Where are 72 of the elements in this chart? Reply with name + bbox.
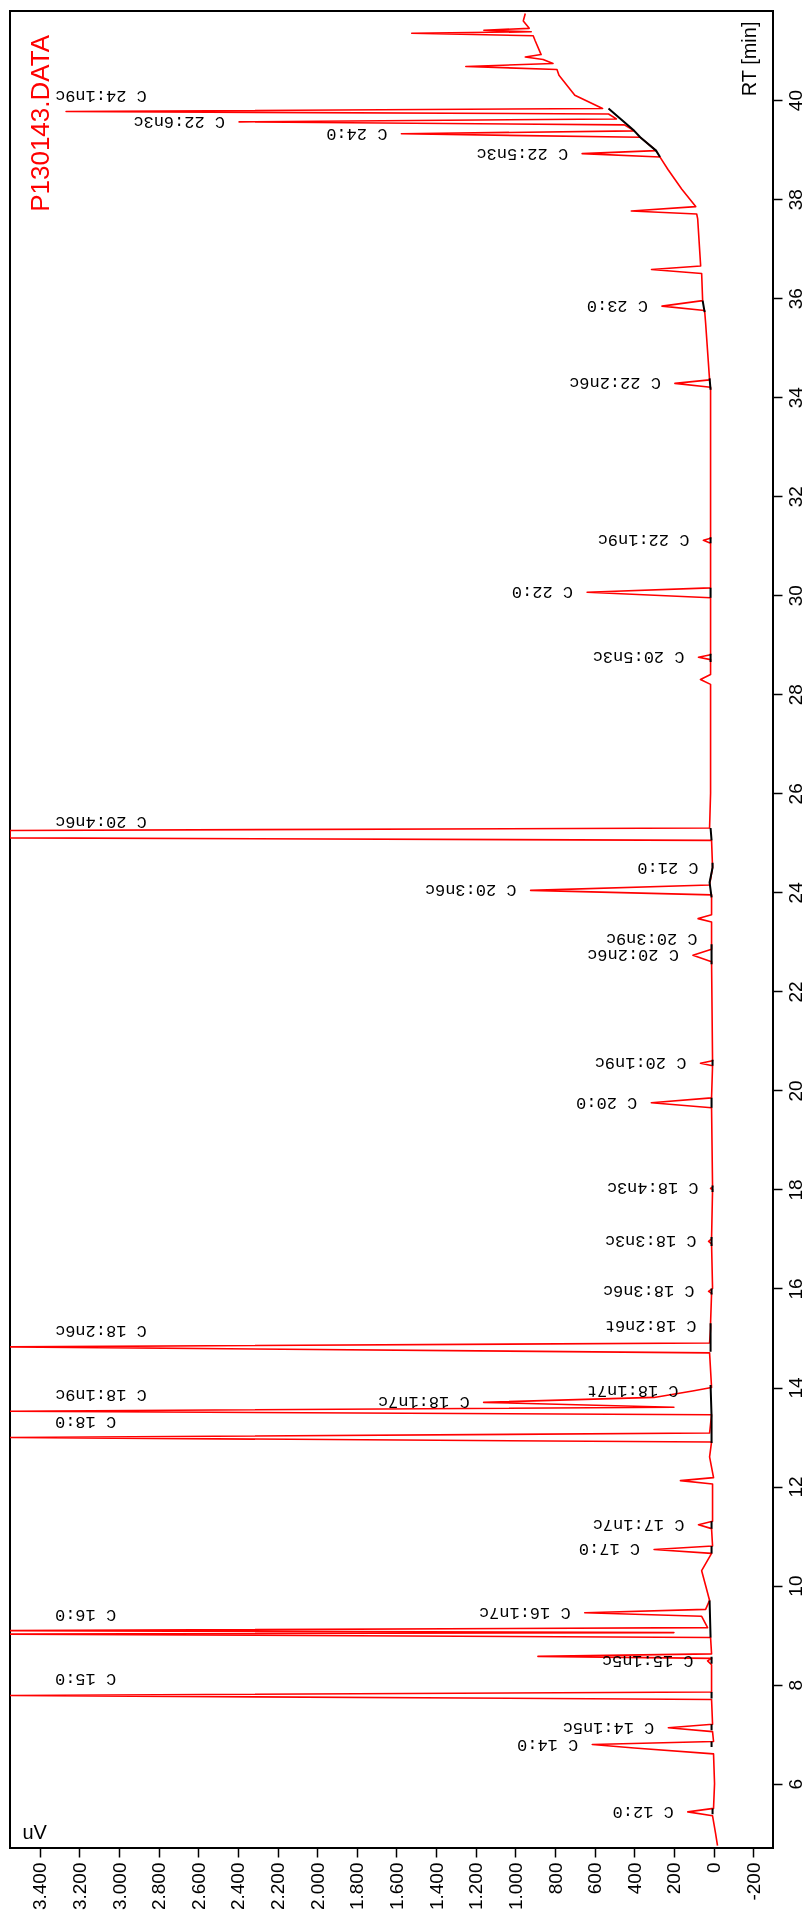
annotation: C 14:1n5c bbox=[562, 1717, 655, 1737]
x-tick-label: 400 bbox=[623, 1862, 645, 1895]
annotation: C 23:0 bbox=[586, 296, 649, 316]
y-tick-label: 12 bbox=[784, 1476, 806, 1498]
y-tick-label: 32 bbox=[784, 486, 806, 508]
x-tick-label: 2.800 bbox=[148, 1862, 170, 1911]
x-tick-label: 0 bbox=[703, 1862, 725, 1874]
annotation: C 22:6n3c bbox=[133, 111, 226, 131]
y-tick-label: 20 bbox=[784, 1080, 806, 1102]
annotation: C 21:0 bbox=[637, 857, 699, 877]
x-tick-label: 600 bbox=[584, 1862, 606, 1895]
annotation: C 18:1n7c bbox=[377, 1392, 470, 1412]
y-tick-label: 28 bbox=[784, 684, 806, 706]
text: P130143.DATA bbox=[25, 34, 55, 212]
annotation: C 18:3n3c bbox=[604, 1231, 697, 1251]
x-tick-label: 800 bbox=[544, 1862, 566, 1895]
annotation: C 18:1n7t bbox=[586, 1380, 679, 1400]
x-tick-label: 1.200 bbox=[465, 1862, 487, 1911]
annotation: C 14:0 bbox=[517, 1734, 579, 1754]
x-tick-label: 1.800 bbox=[346, 1862, 368, 1911]
y-tick-label: 38 bbox=[784, 189, 806, 211]
x-tick-label: 2.400 bbox=[227, 1862, 249, 1911]
x-tick-label: 200 bbox=[663, 1862, 685, 1895]
annotation: C 18:2n6t bbox=[604, 1315, 697, 1335]
y-tick-label: 34 bbox=[784, 386, 806, 409]
x-tick-label: 1.400 bbox=[425, 1862, 447, 1911]
y-tick-label: 30 bbox=[784, 585, 806, 607]
annotation: C 24:0 bbox=[326, 123, 388, 143]
annotation: C 18:0 bbox=[55, 1411, 117, 1431]
annotation: C 20:0 bbox=[576, 1092, 638, 1112]
y-tick-label: 6 bbox=[784, 1778, 806, 1790]
y-tick-label: 14 bbox=[784, 1377, 806, 1399]
annotation: C 20:5n3c bbox=[592, 647, 685, 667]
x-tick-label: 3.000 bbox=[108, 1862, 130, 1911]
annotation: C 18:3n6c bbox=[602, 1281, 695, 1301]
annotation: C 12:0 bbox=[612, 1801, 674, 1821]
y-tick-label: 26 bbox=[784, 783, 806, 805]
y-tick-label: 8 bbox=[784, 1679, 806, 1691]
annotation: C 22:5n3c bbox=[476, 143, 569, 163]
annotation: C 18:1n9c bbox=[55, 1385, 147, 1405]
y-tick-label: 16 bbox=[784, 1278, 806, 1300]
y-tick-label: 10 bbox=[784, 1575, 806, 1597]
annotation: C 17:0 bbox=[578, 1539, 641, 1559]
x-tick-label: 2.600 bbox=[187, 1862, 209, 1911]
x-tick-label: 1.000 bbox=[504, 1862, 526, 1911]
annotation: C 16:0 bbox=[55, 1604, 117, 1624]
y-tick-label: 40 bbox=[784, 90, 806, 112]
annotation: C 20:4n6c bbox=[55, 811, 147, 831]
annotation: C 22:2n6c bbox=[569, 373, 661, 393]
y-tick-label: 18 bbox=[784, 1179, 806, 1201]
x-axis-title: uV bbox=[22, 1820, 48, 1843]
annotation: C 18:4n3c bbox=[606, 1178, 699, 1198]
y-tick-label: 36 bbox=[784, 288, 806, 310]
y-tick-label: 24 bbox=[784, 881, 806, 904]
x-tick-label: 2.000 bbox=[306, 1862, 328, 1911]
x-tick-label: 3.400 bbox=[29, 1862, 51, 1911]
x-tick-label: 1.600 bbox=[385, 1862, 407, 1911]
annotation: C 18:2n6c bbox=[55, 1320, 147, 1340]
annotation: C 22:0 bbox=[511, 582, 574, 602]
y-axis-title: RT [min] bbox=[737, 21, 760, 97]
y-tick-label: 22 bbox=[784, 981, 806, 1003]
annotation: C 15:1n5c bbox=[601, 1650, 694, 1670]
annotation: C 20:1n9c bbox=[594, 1053, 687, 1073]
annotation: C 16:1n7c bbox=[478, 1602, 571, 1622]
annotation: C 17:1n7c bbox=[592, 1514, 685, 1534]
annotation: C 24:1n9c bbox=[55, 85, 147, 105]
annotation: C 22:1n9c bbox=[597, 530, 690, 550]
x-tick-label: 3.200 bbox=[68, 1862, 90, 1911]
annotation: C 15:0 bbox=[55, 1669, 117, 1689]
annotation: C 20:3n6c bbox=[424, 880, 517, 900]
x-tick-label: -200 bbox=[742, 1862, 764, 1901]
x-tick-label: 2.200 bbox=[267, 1862, 289, 1911]
